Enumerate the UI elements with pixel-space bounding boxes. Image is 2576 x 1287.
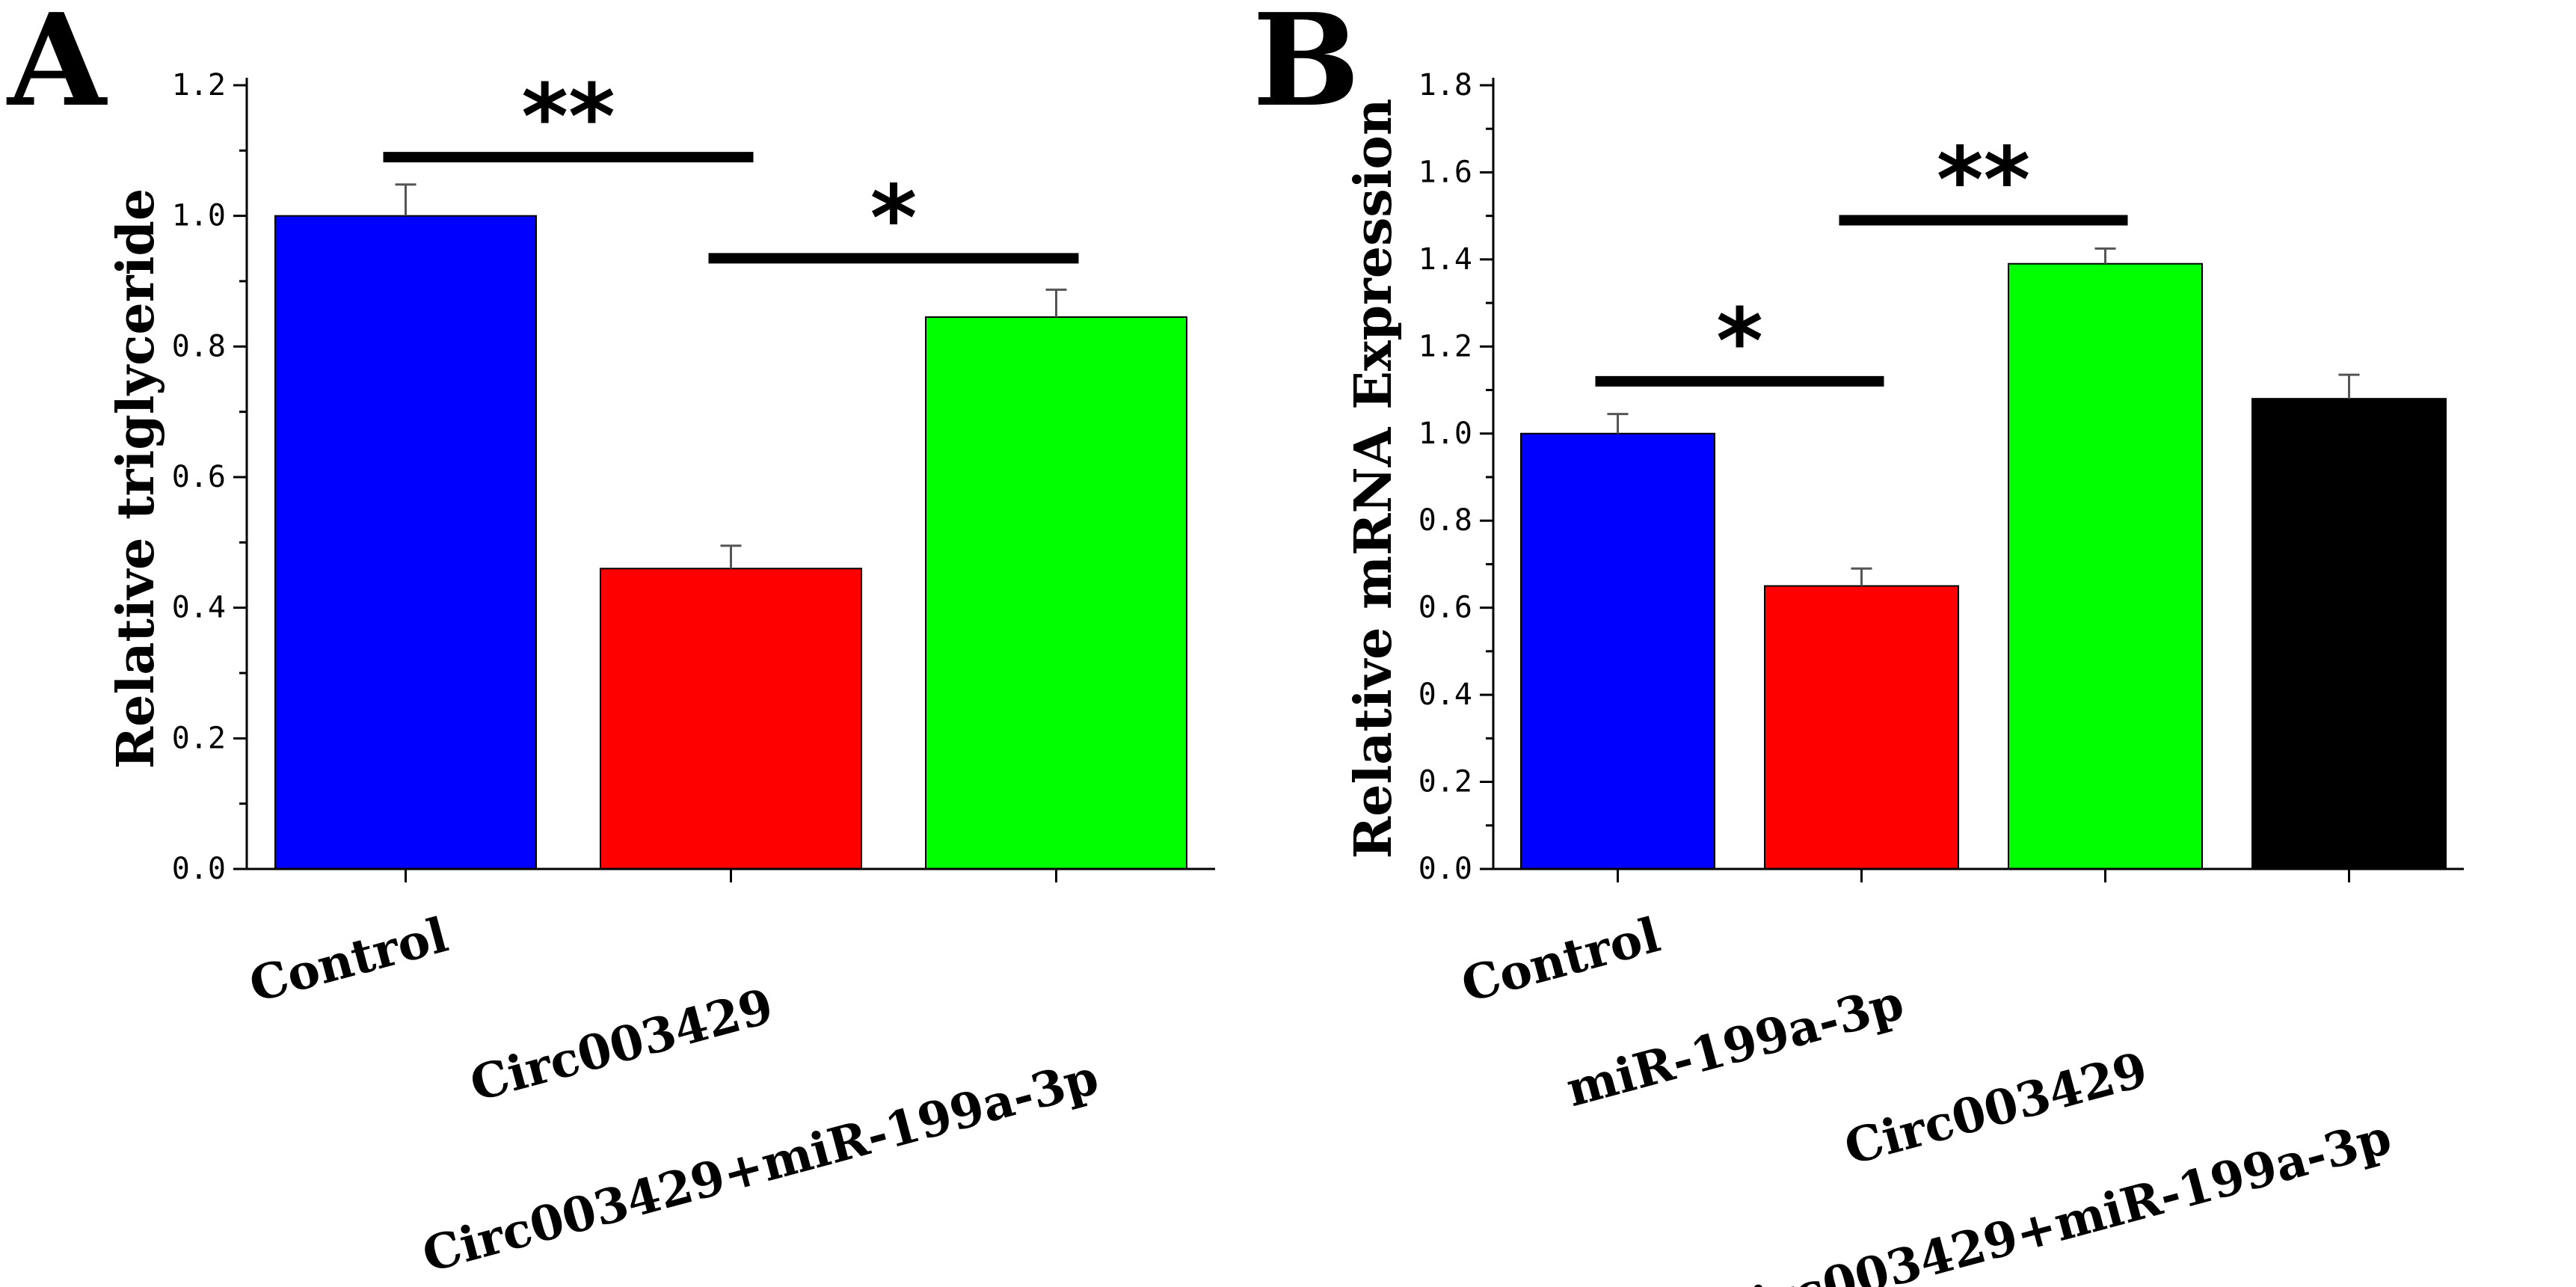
y-axis-label: Relative mRNA Expression xyxy=(1344,99,1404,859)
y-tick-label: 1.0 xyxy=(172,199,226,233)
y-tick-label: 0.8 xyxy=(1418,503,1472,538)
bar-3 xyxy=(2008,262,2203,870)
y-tick-label: 0.4 xyxy=(1418,678,1472,712)
y-tick-label: 0.6 xyxy=(1418,591,1472,625)
y-tick-label: 0.8 xyxy=(172,329,226,363)
x-category-label: Control xyxy=(1456,907,1666,1013)
panel-letter: B xyxy=(1252,0,1360,135)
y-tick-label: 0.2 xyxy=(172,721,226,755)
y-axis-label: Relative triglyceride xyxy=(106,188,166,769)
significance-marker-1: * xyxy=(1716,290,1763,394)
y-tick-label: 1.6 xyxy=(1418,155,1472,189)
bar-2 xyxy=(600,568,862,870)
y-tick-label: 1.4 xyxy=(1418,242,1472,277)
bar-1 xyxy=(274,215,537,870)
x-category-label: Circ003429 xyxy=(1839,1042,2153,1176)
y-tick-label: 1.2 xyxy=(172,68,226,102)
y-tick-label: 0.6 xyxy=(172,460,226,494)
panel-a: A Relative triglyceride 0.0 0.2 0.4 0.6 0.8 1.0… xyxy=(6,0,1215,1284)
y-tick-label: 1.8 xyxy=(1418,68,1472,102)
y-tick-label: 0.0 xyxy=(1418,852,1472,886)
y-tick-label: 0.4 xyxy=(172,591,226,625)
significance-marker-2: * xyxy=(870,167,917,271)
bar-3 xyxy=(925,316,1187,870)
significance-marker-1: ** xyxy=(521,66,615,170)
x-category-label: Control xyxy=(244,907,454,1013)
x-category-label: miR-199a-3p xyxy=(1561,974,1909,1118)
y-tick-label: 1.0 xyxy=(1418,417,1472,451)
bar-1 xyxy=(1520,432,1715,870)
y-tick-label: 1.2 xyxy=(1418,329,1472,363)
y-tick-label: 0.0 xyxy=(172,852,226,886)
y-tick-label: 0.2 xyxy=(1418,765,1472,799)
x-category-label: Circ003429+miR-199a-3p xyxy=(1710,1109,2397,1287)
significance-marker-2: ** xyxy=(1937,129,2031,233)
bar-4 xyxy=(2251,398,2447,870)
panel-letter: A xyxy=(6,0,108,135)
bar-2 xyxy=(1764,585,1959,870)
x-category-label: Circ003429 xyxy=(464,978,778,1113)
